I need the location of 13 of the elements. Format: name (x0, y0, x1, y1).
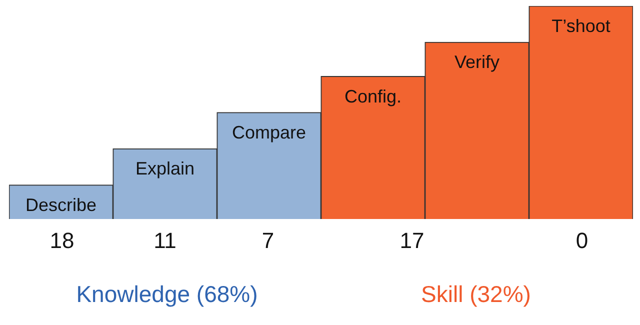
text: 11 (154, 228, 176, 254)
text: Skill (32%) (421, 281, 531, 308)
x-tick-label: Config. (344, 86, 402, 106)
x-tick-label: Verify (454, 52, 500, 72)
text: 17 (400, 228, 424, 254)
x-tick-label: Describe (25, 194, 97, 215)
x-tick-label: Explain (135, 158, 195, 179)
text: 7 (262, 228, 274, 254)
text: 0 (576, 228, 588, 254)
text: 18 (50, 228, 74, 254)
text: Knowledge (68%) (76, 281, 258, 308)
x-tick-label: T’shoot (552, 16, 610, 36)
x-tick-label: Compare (232, 122, 306, 142)
